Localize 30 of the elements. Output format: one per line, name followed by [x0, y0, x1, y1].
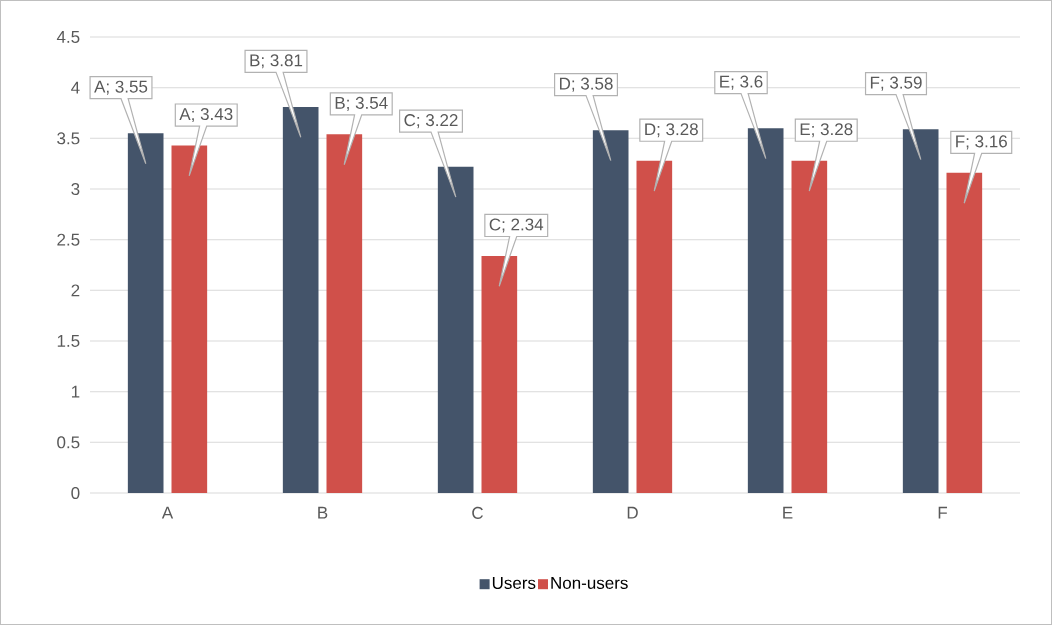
y-tick-label: 2.5	[57, 233, 80, 246]
data-label: C; 3.22	[404, 114, 458, 129]
y-tick-label: 1	[71, 385, 80, 398]
x-tick-label: F	[938, 506, 948, 519]
y-tick-label: 2	[71, 284, 80, 297]
data-label: B; 3.54	[335, 96, 388, 111]
x-tick-label: E	[783, 506, 793, 519]
x-tick-label: B	[318, 506, 328, 519]
legend-label: Non-users	[551, 577, 628, 589]
data-label: B; 3.81	[250, 54, 303, 69]
y-tick-label: 4.5	[56, 31, 80, 43]
x-tick-label: C	[472, 506, 483, 519]
data-label: F; 3.16	[956, 135, 1007, 150]
y-tick-label: 3.5	[57, 132, 80, 145]
data-label: E; 3.6	[720, 75, 763, 90]
data-label: D; 3.28	[645, 123, 698, 138]
y-tick-label: 3	[71, 182, 80, 196]
data-label: F; 3.59	[870, 76, 922, 91]
y-tick-label: 1.5	[57, 335, 80, 347]
x-tick-label: A	[161, 506, 174, 519]
y-tick-label: 0.5	[57, 436, 80, 449]
data-label: D; 3.58	[559, 77, 613, 92]
data-label: A; 3.43	[179, 108, 233, 123]
x-tick-label: D	[627, 506, 638, 519]
y-tick-label: 4	[71, 81, 80, 94]
y-tick-label: 0	[71, 486, 80, 500]
data-label: C; 2.34	[489, 218, 544, 233]
legend-label: Users	[492, 577, 536, 589]
data-label: E; 3.28	[800, 123, 853, 138]
data-label: A; 3.55	[94, 80, 148, 95]
